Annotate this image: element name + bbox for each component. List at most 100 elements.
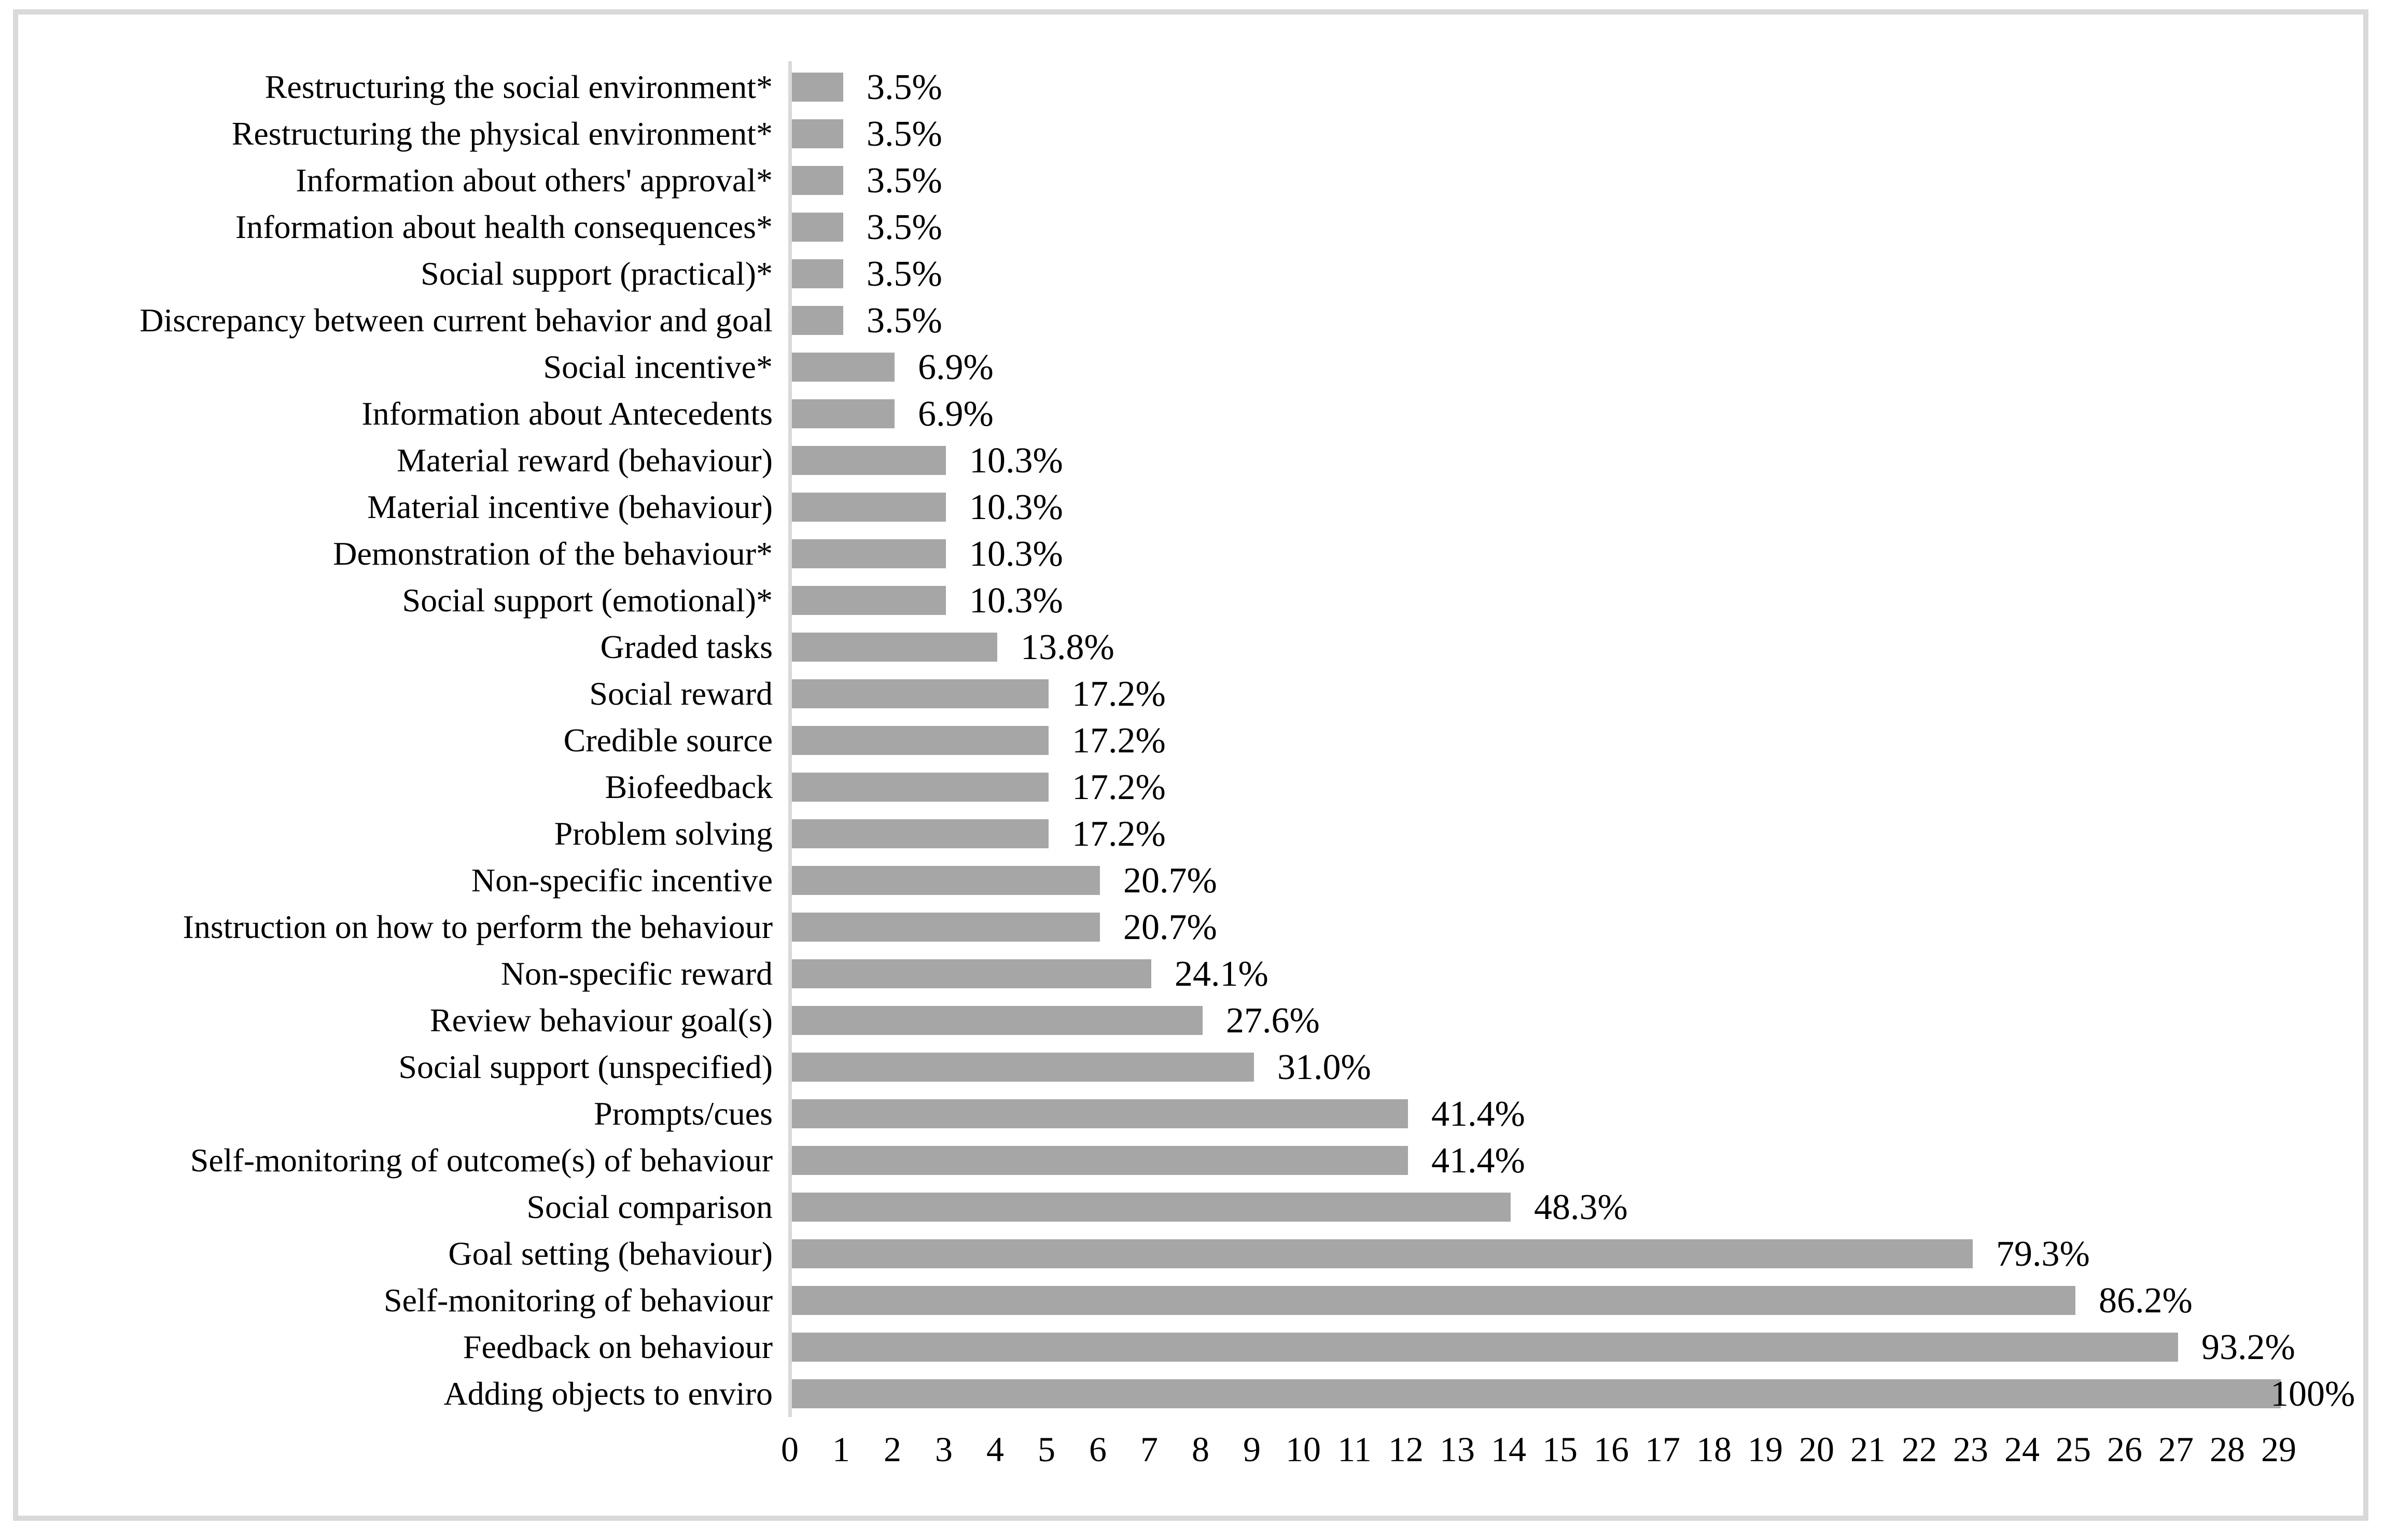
value-label: 48.3%	[1534, 1187, 1628, 1227]
value-label: 20.7%	[1123, 907, 1217, 947]
value-label: 27.6%	[1226, 1001, 1320, 1041]
chart-row: Goal setting (behaviour) 79.3%	[18, 1230, 2363, 1277]
x-tick-label: 4	[986, 1430, 1004, 1469]
bar-track: 17.2%	[792, 717, 2281, 764]
x-tick-label: 11	[1337, 1430, 1372, 1469]
bar	[792, 633, 997, 662]
value-label: 3.5%	[867, 161, 942, 201]
bar	[792, 306, 843, 335]
value-label: 10.3%	[969, 487, 1063, 527]
x-tick-label: 1	[832, 1430, 850, 1469]
bar	[792, 539, 946, 568]
x-tick-label: 23	[1953, 1430, 1988, 1469]
bar-track: 10.3%	[792, 437, 2281, 484]
chart-row: Restructuring the social environment* 3.…	[18, 64, 2363, 110]
bar-track: 27.6%	[792, 997, 2281, 1044]
chart-row: Problem solving 17.2%	[18, 810, 2363, 857]
x-tick-label: 18	[1696, 1430, 1732, 1469]
bar	[792, 1239, 1973, 1268]
chart-row: Demonstration of the behaviour* 10.3%	[18, 530, 2363, 577]
value-label: 31.0%	[1277, 1047, 1371, 1087]
bar-track: 41.4%	[792, 1090, 2281, 1137]
chart-row: Instruction on how to perform the behavi…	[18, 904, 2363, 950]
category-label: Problem solving	[554, 815, 773, 852]
bar-track: 10.3%	[792, 530, 2281, 577]
x-tick-label: 28	[2210, 1430, 2245, 1469]
category-label: Restructuring the social environment*	[264, 68, 773, 105]
category-label: Discrepancy between current behavior and…	[140, 302, 773, 339]
bar	[792, 959, 1151, 988]
x-tick-label: 19	[1748, 1430, 1783, 1469]
chart-row: Self-monitoring of outcome(s) of behavio…	[18, 1137, 2363, 1184]
bar	[792, 586, 946, 615]
category-label: Social comparison	[526, 1188, 773, 1225]
bar-track: 3.5%	[792, 157, 2281, 204]
category-label: Review behaviour goal(s)	[429, 1002, 773, 1039]
bar-track: 17.2%	[792, 810, 2281, 857]
category-label: Adding objects to enviro	[443, 1375, 773, 1412]
bar-track: 3.5%	[792, 250, 2281, 297]
x-tick-label: 2	[884, 1430, 901, 1469]
bar	[792, 1053, 1254, 1082]
bar-track: 10.3%	[792, 484, 2281, 530]
bar	[792, 866, 1100, 895]
value-label: 24.1%	[1175, 954, 1268, 994]
bar	[792, 1379, 2281, 1408]
bar	[792, 1193, 1511, 1222]
value-label: 6.9%	[918, 394, 994, 434]
bar	[792, 213, 843, 242]
value-label: 41.4%	[1431, 1094, 1525, 1134]
category-label: Restructuring the physical environment*	[231, 115, 773, 152]
category-label: Material reward (behaviour)	[397, 442, 773, 479]
bar	[792, 446, 946, 475]
value-label: 17.2%	[1072, 767, 1166, 807]
category-label: Goal setting (behaviour)	[448, 1235, 773, 1272]
value-label: 93.2%	[2201, 1327, 2295, 1367]
bar	[792, 913, 1100, 942]
x-tick-label: 16	[1594, 1430, 1629, 1469]
chart-row: Social reward 17.2%	[18, 670, 2363, 717]
bar-track: 3.5%	[792, 297, 2281, 344]
x-tick-label: 24	[2004, 1430, 2040, 1469]
category-label: Graded tasks	[600, 628, 773, 665]
category-label: Biofeedback	[605, 768, 773, 805]
bar	[792, 493, 946, 522]
chart-rows: Restructuring the social environment* 3.…	[18, 64, 2363, 1417]
category-label: Self-monitoring of behaviour	[383, 1282, 773, 1319]
category-label: Credible source	[563, 722, 773, 759]
category-label: Non-specific reward	[500, 955, 773, 992]
category-label: Prompts/cues	[594, 1095, 773, 1132]
value-label: 41.4%	[1431, 1141, 1525, 1181]
bar	[792, 726, 1049, 755]
category-label: Information about health consequences*	[235, 208, 773, 245]
chart-row: Material reward (behaviour) 10.3%	[18, 437, 2363, 484]
chart-row: Review behaviour goal(s) 27.6%	[18, 997, 2363, 1044]
bar-track: 20.7%	[792, 857, 2281, 904]
chart-row: Feedback on behaviour 93.2%	[18, 1324, 2363, 1370]
value-label: 6.9%	[918, 347, 994, 387]
x-tick-label: 15	[1542, 1430, 1578, 1469]
bar-track: 20.7%	[792, 904, 2281, 950]
x-tick-label: 12	[1388, 1430, 1424, 1469]
chart-row: Social support (practical)* 3.5%	[18, 250, 2363, 297]
value-label: 3.5%	[867, 254, 942, 294]
bar-track: 17.2%	[792, 670, 2281, 717]
x-tick-label: 14	[1491, 1430, 1526, 1469]
category-label: Self-monitoring of outcome(s) of behavio…	[190, 1142, 773, 1179]
bar-track: 10.3%	[792, 577, 2281, 624]
chart-row: Information about health consequences* 3…	[18, 204, 2363, 250]
x-tick-label: 29	[2261, 1430, 2296, 1469]
x-tick-label: 25	[2056, 1430, 2091, 1469]
x-tick-label: 3	[935, 1430, 953, 1469]
value-label: 3.5%	[867, 67, 942, 107]
x-tick-label: 27	[2158, 1430, 2194, 1469]
chart-row: Credible source 17.2%	[18, 717, 2363, 764]
chart-row: Social support (emotional)* 10.3%	[18, 577, 2363, 624]
bar-track: 93.2%	[792, 1324, 2295, 1370]
x-tick-label: 13	[1440, 1430, 1475, 1469]
x-tick-label: 7	[1140, 1430, 1158, 1469]
value-label: 10.3%	[969, 581, 1063, 621]
value-axis-line	[788, 61, 792, 1417]
x-tick-label: 21	[1850, 1430, 1886, 1469]
value-label: 10.3%	[969, 441, 1063, 481]
